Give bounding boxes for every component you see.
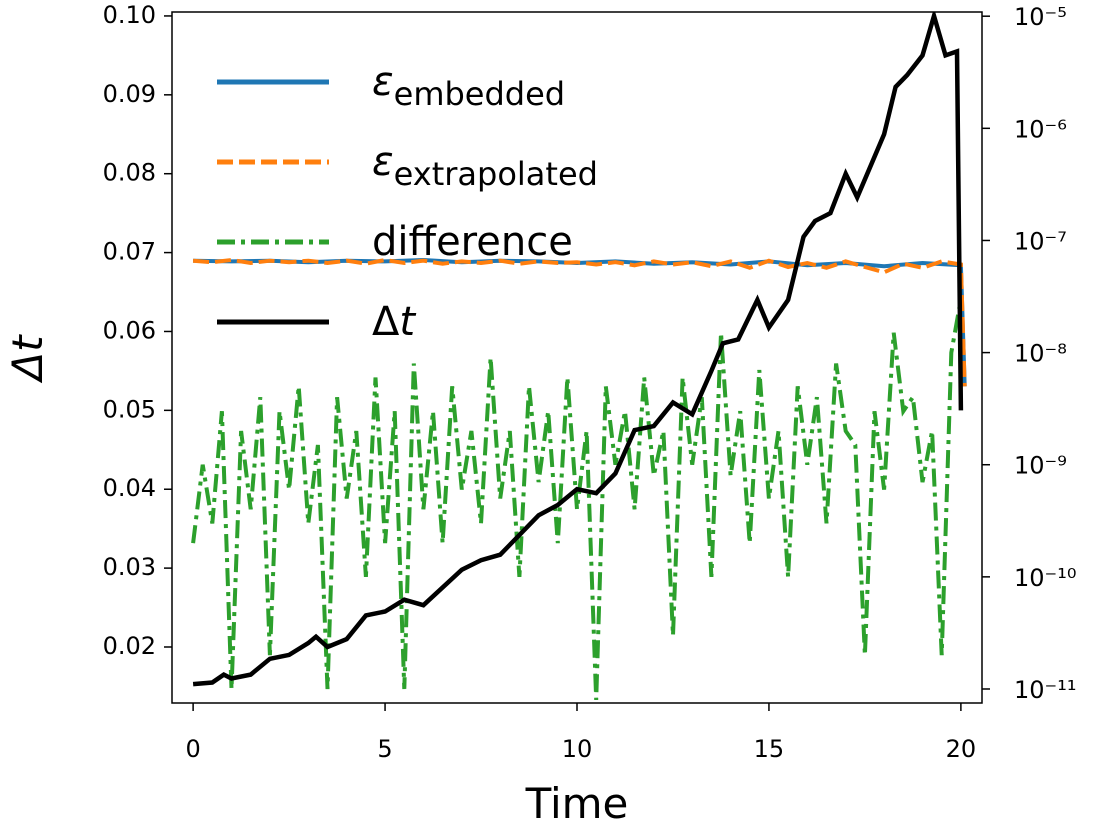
y2-tick-label: 10⁻⁸	[1014, 340, 1067, 368]
legend-subscript: embedded	[394, 75, 565, 113]
legend-symbol: ε	[372, 139, 394, 185]
y-tick-label: 0.03	[103, 553, 156, 581]
series-line	[191, 298, 963, 700]
x-tick-label: 10	[562, 735, 593, 763]
y2-tick-label: 10⁻⁶	[1014, 115, 1067, 143]
series-line	[192, 257, 967, 387]
x-tick-label: 15	[754, 735, 785, 763]
y-axis-label: Δt	[3, 334, 52, 384]
x-axis-label: Time	[525, 779, 629, 828]
legend-label: εextrapolated	[372, 139, 598, 193]
y-tick-label: 0.02	[103, 632, 156, 660]
legend-var: t	[399, 299, 416, 345]
y2-tick-label: 10⁻¹¹	[1014, 676, 1076, 704]
x-tick-label: 5	[377, 735, 392, 763]
y2-tick-label: 10⁻⁵	[1014, 3, 1067, 31]
y-tick-label: 0.04	[103, 474, 156, 502]
legend-subscript: extrapolated	[394, 155, 598, 193]
y-tick-label: 0.07	[103, 238, 156, 266]
y-tick-label: 0.05	[103, 395, 156, 423]
legend-symbol: ε	[372, 59, 394, 105]
x-tick-label: 0	[185, 735, 200, 763]
series-line	[192, 12, 964, 687]
legend-symbol: Δ	[372, 299, 400, 345]
x-tick-label: 20	[946, 735, 977, 763]
y-tick-label: 0.08	[103, 159, 156, 187]
y-tick-label: 0.09	[103, 80, 156, 108]
y-tick-label: 0.06	[103, 316, 156, 344]
y2-tick-label: 10⁻¹⁰	[1014, 564, 1076, 592]
legend-label: difference	[372, 219, 573, 265]
y2-tick-label: 10⁻⁷	[1014, 227, 1067, 255]
legend-label: Δt	[372, 299, 416, 345]
legend-label: εembedded	[372, 59, 565, 113]
y2-tick-label: 10⁻⁹	[1014, 452, 1067, 480]
y-tick-label: 0.10	[103, 1, 156, 29]
